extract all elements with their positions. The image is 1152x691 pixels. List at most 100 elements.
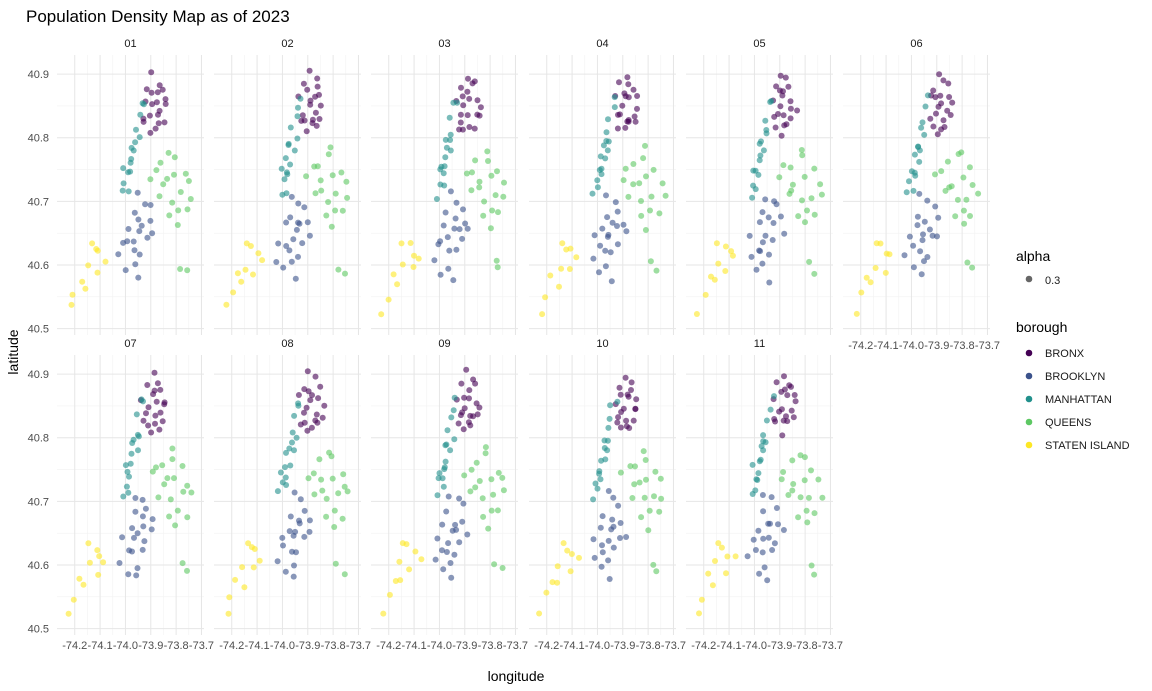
data-point xyxy=(610,544,617,551)
data-point xyxy=(96,553,103,560)
data-point xyxy=(171,475,177,482)
data-point xyxy=(162,96,169,103)
data-point xyxy=(602,263,609,270)
data-point xyxy=(149,468,156,475)
y-tick-label: 40.8 xyxy=(28,433,49,445)
data-point xyxy=(473,459,480,466)
data-point xyxy=(787,164,794,171)
data-point xyxy=(780,162,787,169)
data-point xyxy=(331,507,338,514)
data-point xyxy=(127,168,134,175)
data-point xyxy=(763,130,770,137)
data-point xyxy=(468,466,475,473)
data-point xyxy=(275,240,282,247)
data-point xyxy=(808,562,815,569)
data-point xyxy=(460,500,467,507)
data-point xyxy=(918,124,925,131)
data-point xyxy=(484,148,491,155)
data-point xyxy=(602,456,609,463)
data-point xyxy=(614,398,621,405)
facet-panel-10: 10 -74.2 -74.1 -74.0 -73.9 -73.8 -73.7 xyxy=(529,338,686,652)
data-point xyxy=(656,508,663,515)
data-point xyxy=(433,196,440,202)
data-point xyxy=(778,476,785,483)
data-point xyxy=(440,566,447,573)
data-point xyxy=(149,101,156,108)
data-point xyxy=(226,594,233,601)
data-point xyxy=(916,190,923,197)
data-point xyxy=(616,79,622,86)
data-point xyxy=(446,114,453,121)
data-point xyxy=(335,266,342,273)
data-point xyxy=(754,477,761,483)
data-point xyxy=(952,213,959,220)
data-point xyxy=(463,170,470,177)
data-point xyxy=(152,420,158,427)
data-point xyxy=(300,80,307,87)
data-point xyxy=(457,111,464,118)
data-point xyxy=(443,508,450,515)
data-point xyxy=(702,291,709,298)
data-point xyxy=(620,221,627,228)
data-point xyxy=(476,112,483,119)
data-point xyxy=(785,492,792,498)
data-point xyxy=(304,427,311,434)
data-point xyxy=(157,386,164,393)
data-point xyxy=(604,214,611,221)
legend-label: STATEN ISLAND xyxy=(1045,440,1130,452)
x-tick-label: -73.8 xyxy=(478,640,503,652)
data-point xyxy=(647,207,653,214)
data-point xyxy=(135,216,142,223)
data-point xyxy=(386,591,393,598)
data-point xyxy=(467,422,474,429)
data-point xyxy=(766,251,772,258)
data-point xyxy=(134,565,141,572)
data-point xyxy=(466,95,473,102)
data-point xyxy=(452,215,459,222)
legend-label: BROOKLYN xyxy=(1045,371,1105,383)
data-point xyxy=(605,116,611,123)
data-point xyxy=(171,154,178,161)
data-point xyxy=(432,556,439,563)
data-point xyxy=(924,197,931,204)
data-point xyxy=(139,513,146,520)
data-point xyxy=(787,115,794,122)
data-point xyxy=(172,522,179,529)
data-point xyxy=(625,193,632,200)
data-point xyxy=(132,495,139,501)
x-tick-label: -74.0 xyxy=(899,340,924,352)
data-point xyxy=(464,88,471,95)
data-point xyxy=(554,579,561,586)
data-point xyxy=(148,69,155,76)
data-point xyxy=(341,483,348,490)
data-point xyxy=(338,169,345,176)
data-point xyxy=(125,489,132,496)
data-point xyxy=(146,112,153,119)
data-point xyxy=(447,137,454,143)
x-tick-label: -73.8 xyxy=(164,640,189,652)
data-point xyxy=(936,71,943,78)
data-point xyxy=(230,289,237,296)
data-point xyxy=(310,470,317,477)
data-point xyxy=(153,99,160,106)
legend-alpha-key xyxy=(1025,275,1033,283)
data-point xyxy=(273,259,280,265)
data-point xyxy=(547,272,554,279)
data-point xyxy=(802,219,808,226)
data-point xyxy=(448,574,455,581)
data-point xyxy=(750,167,757,174)
data-point xyxy=(120,239,127,246)
data-point xyxy=(653,267,660,274)
legend-label: MANHATTAN xyxy=(1045,394,1112,406)
data-point xyxy=(154,380,161,387)
data-point xyxy=(307,97,314,104)
data-point xyxy=(795,213,802,220)
data-point xyxy=(454,99,461,106)
data-point xyxy=(299,240,306,247)
data-point xyxy=(293,226,300,233)
data-point xyxy=(463,366,470,373)
data-point xyxy=(744,553,751,560)
data-point xyxy=(554,563,561,570)
data-point xyxy=(975,190,982,197)
